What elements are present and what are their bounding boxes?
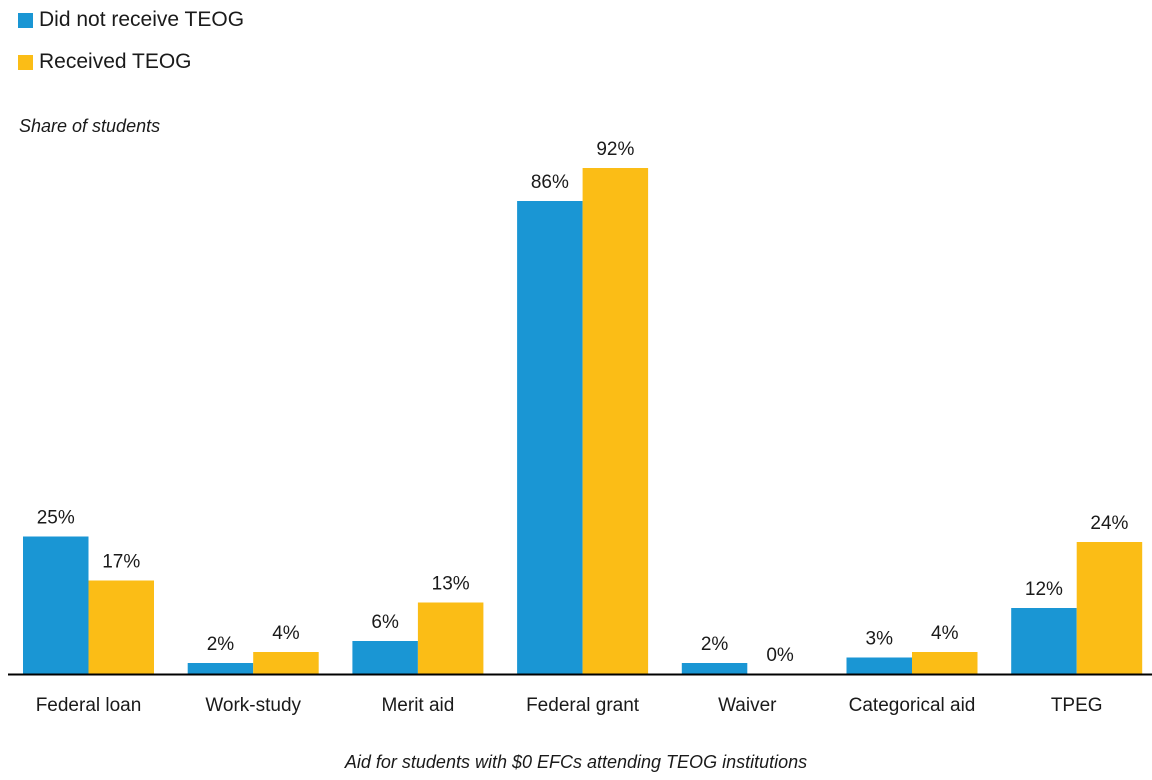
bar-categorical-aid-did-not-receive-teog bbox=[846, 657, 912, 674]
bar-federal-loan-did-not-receive-teog bbox=[23, 536, 89, 674]
data-label-tpeg-received-teog: 24% bbox=[1090, 513, 1128, 534]
legend-swatch-received bbox=[18, 54, 33, 70]
data-label-merit-aid-did-not-receive-teog: 6% bbox=[371, 612, 399, 633]
x-tick-label-merit-aid: Merit aid bbox=[381, 695, 454, 716]
bar-tpeg-received-teog bbox=[1076, 542, 1143, 674]
data-label-merit-aid-received-teog: 13% bbox=[432, 574, 470, 595]
bar-merit-aid-received-teog bbox=[417, 602, 484, 674]
x-tick-label-work-study: Work-study bbox=[205, 695, 301, 716]
legend-item-did-not-receive: Did not receive TEOG bbox=[18, 6, 244, 34]
legend-item-received: Received TEOG bbox=[18, 48, 244, 76]
data-label-federal-grant-received-teog: 92% bbox=[596, 139, 634, 160]
x-tick-label-waiver: Waiver bbox=[718, 695, 777, 716]
legend-label-did-not-receive: Did not receive TEOG bbox=[39, 8, 245, 31]
x-tick-label-tpeg: TPEG bbox=[1051, 695, 1103, 716]
legend: Did not receive TEOG Received TEOG bbox=[18, 6, 244, 90]
x-tick-label-categorical-aid: Categorical aid bbox=[849, 695, 976, 716]
bar-chart: 25% 17% Federal loan 2% 4% Work-study 6% 13% Mer… bbox=[8, 139, 1152, 716]
legend-swatch-did-not-receive bbox=[18, 12, 33, 28]
data-label-federal-loan-did-not-receive-teog: 25% bbox=[37, 508, 75, 529]
data-label-work-study-did-not-receive-teog: 2% bbox=[207, 634, 235, 655]
data-label-federal-loan-received-teog: 17% bbox=[102, 552, 140, 573]
bar-categorical-aid-received-teog bbox=[912, 652, 978, 674]
x-axis-label: Aid for students with $0 EFCs attending … bbox=[344, 752, 808, 772]
data-label-federal-grant-did-not-receive-teog: 86% bbox=[531, 172, 569, 193]
data-label-waiver-received-teog: 0% bbox=[766, 645, 794, 666]
x-tick-label-federal-grant: Federal grant bbox=[526, 695, 640, 716]
bar-merit-aid-did-not-receive-teog bbox=[352, 641, 418, 674]
data-label-tpeg-did-not-receive-teog: 12% bbox=[1025, 579, 1063, 600]
data-label-categorical-aid-received-teog: 4% bbox=[931, 623, 959, 644]
legend-label-received: Received TEOG bbox=[39, 50, 192, 73]
data-label-work-study-received-teog: 4% bbox=[272, 623, 300, 644]
bar-waiver-did-not-receive-teog bbox=[681, 663, 748, 674]
bar-federal-grant-did-not-receive-teog bbox=[517, 201, 583, 674]
bar-tpeg-did-not-receive-teog bbox=[1011, 608, 1077, 674]
bar-federal-loan-received-teog bbox=[88, 580, 154, 674]
bar-work-study-did-not-receive-teog bbox=[187, 663, 254, 674]
bar-work-study-received-teog bbox=[253, 652, 319, 674]
data-label-waiver-did-not-receive-teog: 2% bbox=[701, 634, 729, 655]
x-tick-label-federal-loan: Federal loan bbox=[36, 695, 142, 716]
y-axis-label: Share of students bbox=[19, 116, 161, 136]
bar-federal-grant-received-teog bbox=[582, 168, 649, 674]
data-label-categorical-aid-did-not-receive-teog: 3% bbox=[866, 629, 894, 650]
